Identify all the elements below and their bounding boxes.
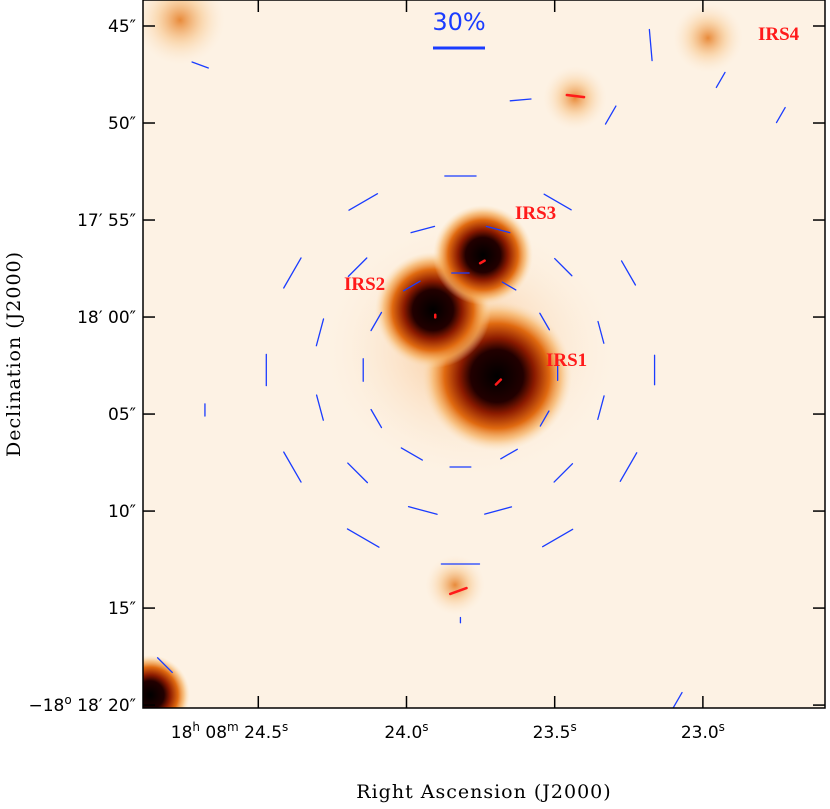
polarization-vector — [283, 451, 302, 483]
tick-label-part: 23.0 — [681, 723, 719, 743]
polarization-vector — [347, 462, 369, 484]
tick-label-part: s — [422, 720, 428, 734]
polarization-vector — [619, 452, 638, 482]
x-tick-label: 24.0s — [384, 720, 428, 743]
polarization-vector — [348, 193, 379, 211]
polarization-vector — [648, 28, 653, 62]
tick-label-part: s — [719, 720, 725, 734]
y-tick-label: −18o 18′ 20″ — [28, 693, 136, 716]
x-axis-title: Right Ascension (J2000) — [356, 781, 611, 803]
tick-label-part: 08 — [200, 723, 227, 743]
polarization-vector — [500, 448, 518, 460]
polarization-vector — [554, 257, 573, 277]
polarization-vector — [191, 61, 209, 69]
polarization-vector — [478, 259, 486, 265]
polarization-vector — [494, 378, 503, 386]
y-tick-label: 15″ — [108, 599, 136, 619]
tick-label-part: 45″ — [108, 17, 136, 37]
image — [143, 0, 825, 708]
polarization-vector — [400, 447, 423, 461]
polarization-vector — [347, 257, 368, 278]
polarization-vector — [448, 586, 468, 596]
polarization-vector — [283, 257, 302, 289]
polarization-vector — [315, 318, 325, 347]
polarization-vector — [715, 71, 726, 89]
polarization-vector — [485, 225, 511, 234]
y-tick-label: 05″ — [108, 405, 136, 425]
x-tick-label: 23.5s — [533, 720, 577, 743]
vector-layer — [156, 28, 786, 708]
polarization-vector — [543, 193, 572, 211]
polarization-vector — [775, 106, 786, 124]
polarization-vector — [539, 312, 551, 331]
source-label: IRS1 — [546, 350, 587, 371]
polarization-vector — [402, 280, 421, 292]
x-tick-label: 18h 08m 24.5s — [171, 720, 289, 743]
tick-label-part: 50″ — [108, 114, 136, 134]
polarization-vector — [315, 394, 324, 421]
tick-label-part: h — [192, 720, 200, 734]
tick-label-part: 17′ 55″ — [77, 211, 136, 231]
tick-label-part: 18′ 20″ — [72, 696, 136, 716]
tick-label-part: −18 — [28, 696, 64, 716]
polarization-vector — [539, 410, 550, 427]
tick-label-part: o — [64, 693, 71, 707]
source-label: IRS2 — [344, 274, 385, 295]
y-tick-label: 45″ — [108, 17, 136, 37]
y-tick-label: 17′ 55″ — [77, 211, 136, 231]
polarization-vector — [501, 281, 517, 291]
polarization-vector — [156, 657, 173, 674]
polarization-vector — [597, 320, 605, 344]
plot-frame — [142, 0, 826, 709]
tick-label-part: 24.5 — [239, 723, 282, 743]
tick-label-part: 15″ — [108, 599, 136, 619]
polarization-vector — [370, 408, 383, 429]
tick-label-part: 05″ — [108, 405, 136, 425]
y-tick-label: 50″ — [108, 114, 136, 134]
polarization-vector — [553, 462, 574, 483]
tick-label-part: s — [570, 720, 576, 734]
polarization-vector — [620, 260, 637, 286]
tick-label-part: 10″ — [108, 502, 136, 522]
polarization-vector — [509, 98, 532, 102]
y-tick-label: 18′ 00″ — [77, 308, 136, 328]
source-label: IRS3 — [515, 203, 556, 224]
y-axis-title: Declination (J2000) — [3, 251, 25, 457]
y-tick-label: 10″ — [108, 502, 136, 522]
polarization-vector — [672, 691, 683, 708]
tick-label-part: 18′ 00″ — [77, 308, 136, 328]
polarization-vector — [407, 506, 438, 515]
tick-label-part: m — [227, 720, 239, 734]
polarization-vector — [410, 225, 436, 234]
tick-label-part: 23.5 — [533, 723, 571, 743]
tick-label-part: 24.0 — [384, 723, 422, 743]
polarization-vector — [541, 528, 574, 548]
source-label: IRS4 — [758, 24, 800, 45]
polarization-vector — [346, 528, 380, 548]
polarization-vector — [370, 311, 383, 332]
polarization-vector — [484, 506, 513, 515]
tick-label-part: s — [282, 720, 288, 734]
polarization-vector — [565, 93, 586, 99]
polarization-vector — [597, 395, 605, 421]
tick-label-part: 18 — [171, 723, 193, 743]
scale-bar-label: 30% — [432, 8, 485, 36]
x-tick-label: 23.0s — [681, 720, 725, 743]
polarization-vector — [604, 105, 617, 125]
